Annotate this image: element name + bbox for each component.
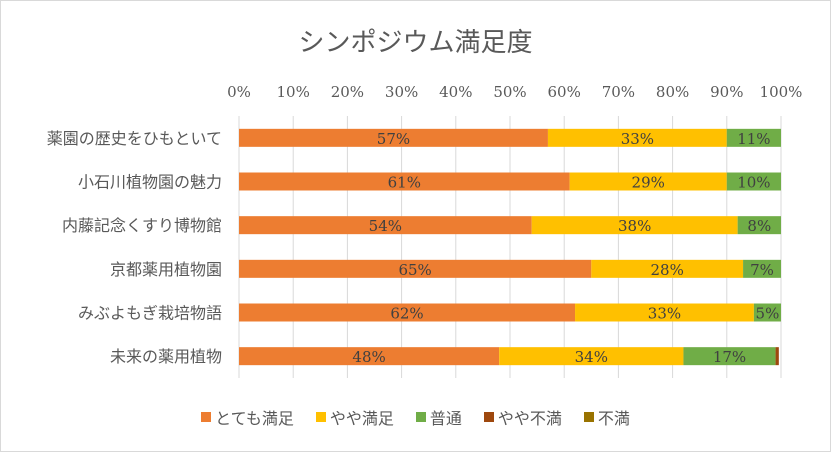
legend-swatch — [315, 412, 326, 422]
category-label: 内藤記念くすり博物館 — [62, 216, 222, 235]
x-tick-label: 40% — [439, 83, 472, 101]
data-label: 28% — [651, 261, 684, 279]
bar-segment — [753, 303, 781, 322]
data-label: 17% — [713, 348, 746, 366]
bar-segment — [239, 172, 570, 191]
bar-segment — [239, 216, 532, 235]
category-label: 薬園の歴史をひもといて — [47, 129, 222, 148]
bar-segment — [239, 259, 592, 278]
legend-swatch — [583, 412, 594, 422]
x-tick-label: 0% — [227, 83, 251, 101]
bar-segment — [239, 347, 500, 366]
bar-segment — [591, 259, 744, 278]
bar-segment — [569, 172, 727, 191]
data-label: 62% — [390, 305, 423, 323]
data-label: 54% — [369, 217, 402, 235]
bar-segment — [239, 128, 548, 147]
data-label: 57% — [377, 130, 410, 148]
data-label: 7% — [750, 261, 774, 279]
legend-label: とても満足 — [215, 409, 294, 428]
bar-segment — [239, 303, 576, 322]
bar-segment — [531, 216, 738, 235]
data-label: 33% — [648, 305, 681, 323]
legend-swatch — [415, 412, 426, 422]
legend-item: 普通 — [415, 405, 462, 429]
legend-swatch — [483, 412, 494, 422]
bar-segment — [743, 259, 781, 278]
bar-segment — [726, 128, 781, 147]
data-label: 8% — [747, 217, 771, 235]
legend-label: やや不満 — [497, 409, 562, 428]
legend-label: 普通 — [429, 409, 462, 428]
x-tick-label: 100% — [760, 83, 803, 101]
data-label: 5% — [756, 305, 780, 323]
category-label: みぶよもぎ栽培物語 — [78, 304, 222, 323]
bar-segment — [575, 303, 754, 322]
bar-segment — [775, 347, 779, 366]
data-label: 61% — [388, 174, 421, 192]
chart-legend: とても満足 やや満足 普通 やや不満 不満 — [0, 405, 831, 429]
legend-label: 不満 — [597, 409, 630, 428]
x-tick-label: 30% — [385, 83, 418, 101]
legend-item: やや不満 — [483, 405, 562, 429]
legend-label: やや満足 — [329, 409, 394, 428]
x-tick-label: 20% — [331, 83, 364, 101]
data-label: 34% — [575, 348, 608, 366]
chart-title: シンポジウム満足度 — [298, 28, 533, 58]
bar-segment — [683, 347, 776, 366]
bar-segment — [737, 216, 781, 235]
data-label: 38% — [618, 217, 651, 235]
data-label: 48% — [352, 348, 385, 366]
x-tick-label: 50% — [493, 83, 526, 101]
x-tick-label: 70% — [602, 83, 635, 101]
x-tick-label: 60% — [548, 83, 581, 101]
data-label: 11% — [737, 130, 770, 148]
x-tick-label: 10% — [277, 83, 310, 101]
category-label: 未来の薬用植物 — [110, 347, 222, 366]
data-label: 10% — [737, 174, 770, 192]
bar-segment — [726, 172, 781, 191]
legend-swatch — [201, 412, 212, 422]
x-tick-label: 90% — [710, 83, 743, 101]
x-tick-label: 80% — [656, 83, 689, 101]
data-label: 29% — [632, 174, 665, 192]
category-label: 京都薬用植物園 — [110, 260, 222, 279]
category-label: 小石川植物園の魅力 — [78, 173, 222, 192]
bar-segment — [499, 347, 684, 366]
legend-item: 不満 — [583, 405, 630, 429]
bar-segment — [547, 128, 727, 147]
legend-item: やや満足 — [315, 405, 394, 429]
data-label: 33% — [621, 130, 654, 148]
data-label: 65% — [398, 261, 431, 279]
legend-item: とても満足 — [201, 405, 294, 429]
